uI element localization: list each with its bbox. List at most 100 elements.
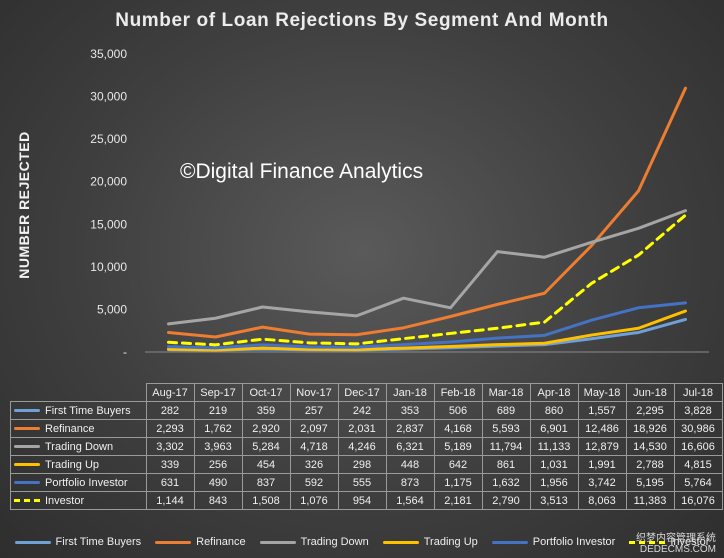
x-tick-label: Jul-18	[673, 383, 723, 402]
x-tick-label: Dec-17	[337, 383, 387, 402]
copyright-annotation: ©Digital Finance Analytics	[180, 160, 424, 183]
data-value-label: 339	[145, 455, 195, 474]
data-value-label: 256	[193, 455, 243, 474]
legend-item: Investor	[629, 536, 709, 548]
x-tick-label: Feb-18	[433, 383, 483, 402]
series-swatch	[14, 409, 40, 413]
data-value-label: 219	[193, 401, 243, 420]
data-value-label: 5,764	[673, 473, 723, 492]
y-tick-label: 5,000	[97, 302, 127, 316]
table-row: Investor 1,144 843 1,508 1,076 954 1,564 2,181 2…	[10, 491, 723, 510]
table-row: Trading Down 3,302 3,963 5,284 4,718 4,246 6,3…	[10, 437, 723, 456]
data-value-label: 8,063	[577, 491, 627, 510]
data-table: Aug-17 Sep-17 Oct-17 Nov-17 Dec-17 Jan-18 Feb-…	[10, 383, 723, 510]
data-value-label: 5,284	[241, 437, 291, 456]
data-value-label: 3,513	[529, 491, 579, 510]
y-tick-label: 35,000	[90, 47, 127, 61]
legend-swatch	[629, 540, 666, 544]
data-value-label: 6,321	[385, 437, 435, 456]
line-chart-plot: - 5,000 10,000 15,000 20,000 25,000 30,000 35,0…	[90, 47, 709, 359]
x-tick-label: Oct-17	[241, 383, 291, 402]
data-value-label: 6,901	[529, 419, 579, 438]
data-table-header: Aug-17 Sep-17 Oct-17 Nov-17 Dec-17 Jan-18 Feb-…	[10, 383, 723, 402]
data-value-label: 506	[433, 401, 483, 420]
data-value-label: 1,144	[145, 491, 195, 510]
legend-label: Trading Up	[423, 536, 478, 548]
data-value-label: 2,788	[625, 455, 675, 474]
data-value-label: 11,383	[625, 491, 675, 510]
legend-swatch	[14, 540, 51, 544]
series-line-trading-down	[167, 209, 687, 326]
y-tick-label: -	[123, 345, 127, 359]
x-tick-label: May-18	[577, 383, 627, 402]
data-value-label: 1,508	[241, 491, 291, 510]
table-row: Portfolio Investor 631 490 837 592 555 873 1,17…	[10, 473, 723, 492]
series-name: Investor	[45, 494, 85, 507]
data-value-label: 242	[337, 401, 387, 420]
table-corner	[10, 383, 147, 402]
x-tick-label: Jan-18	[385, 383, 435, 402]
legend-swatch	[491, 540, 528, 544]
x-tick-label: Nov-17	[289, 383, 339, 402]
data-value-label: 16,076	[673, 491, 723, 510]
legend-item: Refinance	[155, 536, 246, 548]
data-value-label: 1,632	[481, 473, 531, 492]
legend-label: Trading Down	[300, 536, 369, 548]
series-swatch	[14, 463, 40, 467]
legend-item: Trading Down	[259, 536, 369, 548]
data-value-label: 1,956	[529, 473, 579, 492]
footer-watermark-line-2: DEDECMS.COM	[639, 544, 716, 555]
data-value-label: 4,168	[433, 419, 483, 438]
data-value-label: 5,593	[481, 419, 531, 438]
table-row-header: Portfolio Investor	[10, 473, 147, 492]
y-axis-ticks: - 5,000 10,000 15,000 20,000 25,000 30,000 35,0…	[90, 47, 127, 359]
data-value-label: 359	[241, 401, 291, 420]
data-value-label: 1,762	[193, 419, 243, 438]
y-tick-label: 30,000	[90, 90, 127, 104]
data-value-label: 4,815	[673, 455, 723, 474]
data-value-label: 837	[241, 473, 291, 492]
data-value-label: 11,794	[481, 437, 531, 456]
data-value-label: 861	[481, 455, 531, 474]
data-value-label: 2,790	[481, 491, 531, 510]
data-value-label: 30,986	[673, 419, 723, 438]
data-value-label: 2,295	[625, 401, 675, 420]
legend-label: Refinance	[196, 536, 246, 548]
data-value-label: 3,828	[673, 401, 723, 420]
data-value-label: 843	[193, 491, 243, 510]
series-name: Trading Up	[45, 458, 100, 471]
y-tick-label: 15,000	[90, 217, 127, 231]
legend-item: First Time Buyers	[14, 536, 141, 548]
data-value-label: 954	[337, 491, 387, 510]
y-tick-label: 25,000	[90, 132, 127, 146]
data-value-label: 2,181	[433, 491, 483, 510]
series-swatch	[14, 499, 40, 503]
series-line-trading-up	[167, 309, 687, 352]
data-value-label: 1,991	[577, 455, 627, 474]
chart-title: Number of Loan Rejections By Segment And…	[115, 10, 609, 31]
y-tick-label: 20,000	[90, 175, 127, 189]
legend-swatch	[382, 540, 419, 544]
legend-swatch	[155, 540, 192, 544]
data-value-label: 4,718	[289, 437, 339, 456]
data-value-label: 1,564	[385, 491, 435, 510]
legend-item: Trading Up	[382, 536, 478, 548]
data-value-label: 490	[193, 473, 243, 492]
series-name: Portfolio Investor	[45, 476, 128, 489]
data-value-label: 12,486	[577, 419, 627, 438]
data-value-label: 454	[241, 455, 291, 474]
data-value-label: 873	[385, 473, 435, 492]
data-value-label: 1,031	[529, 455, 579, 474]
data-value-label: 2,837	[385, 419, 435, 438]
data-value-label: 3,742	[577, 473, 627, 492]
legend-label: Portfolio Investor	[532, 536, 616, 548]
data-value-label: 4,246	[337, 437, 387, 456]
data-value-label: 326	[289, 455, 339, 474]
data-table-body: First Time Buyers 282 219 359 257 242 353 506 68…	[10, 401, 723, 510]
data-value-label: 1,175	[433, 473, 483, 492]
data-value-label: 448	[385, 455, 435, 474]
data-value-label: 555	[337, 473, 387, 492]
data-value-label: 1,076	[289, 491, 339, 510]
table-row: First Time Buyers 282 219 359 257 242 353 506 68…	[10, 401, 723, 420]
series-swatch	[14, 445, 40, 449]
